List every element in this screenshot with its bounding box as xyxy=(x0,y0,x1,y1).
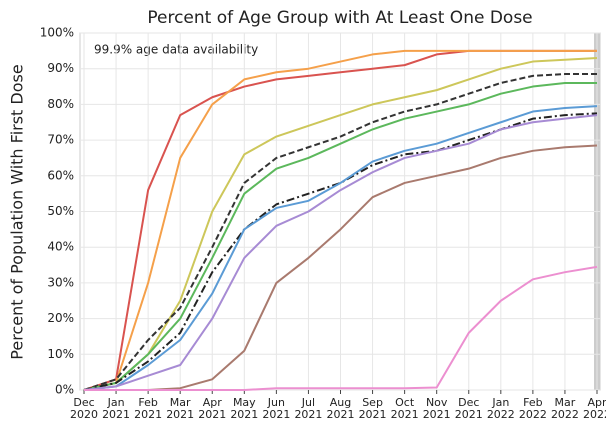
x-tick-label: Apr 2022 xyxy=(583,396,606,421)
y-tick-label: 10% xyxy=(47,347,74,361)
y-tick-label: 30% xyxy=(47,275,74,289)
x-tick-label: Jan 2021 xyxy=(102,396,131,421)
chart-title: Percent of Age Group with At Least One D… xyxy=(147,8,532,28)
y-tick-label: 100% xyxy=(40,26,74,40)
y-axis-label: Percent of Population With First Dose xyxy=(8,64,27,359)
x-tick-label: Jun 2021 xyxy=(262,396,291,421)
x-tick-label: Sep 2021 xyxy=(358,396,387,421)
x-tick-label: Dec 2021 xyxy=(454,396,483,421)
series-line xyxy=(83,81,597,391)
series-line xyxy=(83,73,597,391)
x-tick-label: Nov 2021 xyxy=(422,396,451,421)
x-tick-label: Jan 2022 xyxy=(486,396,515,421)
x-tick-label: Oct 2021 xyxy=(390,396,419,421)
y-tick-label: 0% xyxy=(55,383,74,397)
y-tick-label: 40% xyxy=(47,240,74,254)
y-tick-label: 90% xyxy=(47,61,74,75)
series-line xyxy=(83,112,598,391)
series-line xyxy=(83,105,598,391)
x-tick-label: May 2021 xyxy=(230,396,259,421)
x-tick-label: Apr 2021 xyxy=(198,396,227,421)
series-line xyxy=(83,114,598,391)
series-line xyxy=(84,265,598,391)
series-line xyxy=(83,49,597,391)
x-tick-label: Mar 2021 xyxy=(166,396,195,421)
annotation: 99.9% age data availability xyxy=(94,43,258,57)
y-tick-label: 80% xyxy=(47,97,74,111)
x-tick-label: Feb 2022 xyxy=(518,396,547,421)
y-tick-label: 50% xyxy=(47,204,74,218)
y-tick-label: 60% xyxy=(47,168,74,182)
x-tick-label: Dec 2020 xyxy=(70,396,98,421)
y-tick-label: 70% xyxy=(47,133,74,147)
x-tick-label: Jul 2021 xyxy=(294,396,323,421)
x-tick-label: Feb 2021 xyxy=(134,396,163,421)
x-tick-label: Mar 2022 xyxy=(550,396,579,421)
series-line xyxy=(83,56,598,391)
y-tick-label: 20% xyxy=(47,311,74,325)
series-line xyxy=(84,144,598,391)
x-tick-label: Aug 2021 xyxy=(326,396,355,421)
